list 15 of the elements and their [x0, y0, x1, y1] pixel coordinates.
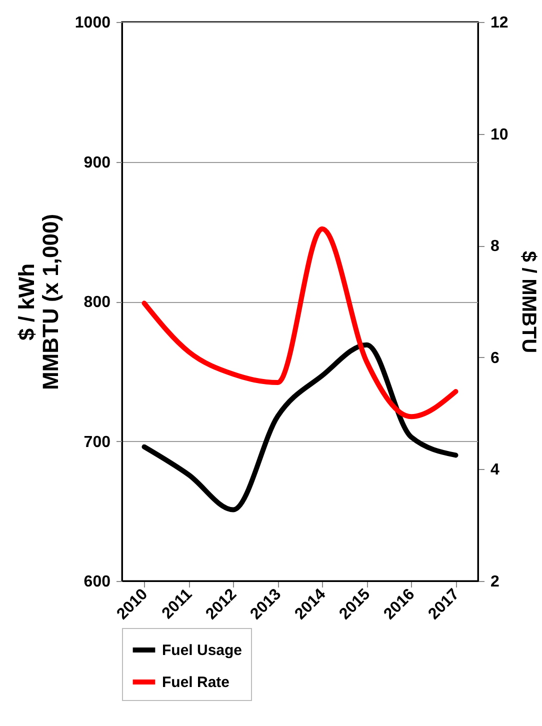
y2-axis-title: $ / MMBTU — [517, 250, 540, 354]
y2-tick-label: 8 — [490, 238, 500, 256]
y2-tick-label: 2 — [490, 574, 500, 590]
y2-tick-label: 4 — [490, 462, 500, 479]
y-tick-label: 600 — [84, 574, 111, 590]
legend-label: Fuel Rate — [162, 674, 230, 691]
y-axis-title: $ / kWh MMBTU (x 1,000) — [14, 214, 63, 390]
legend-label: Fuel Usage — [162, 642, 242, 659]
y2-tick-label: 6 — [490, 350, 500, 367]
y-tick-label: 1000 — [74, 14, 111, 32]
y-tick-label: 700 — [84, 434, 111, 451]
y-tick-label: 900 — [84, 154, 111, 172]
y2-tick-label: 12 — [490, 14, 508, 32]
y2-tick-label: 10 — [490, 126, 508, 144]
y-tick-label: 800 — [84, 294, 111, 311]
